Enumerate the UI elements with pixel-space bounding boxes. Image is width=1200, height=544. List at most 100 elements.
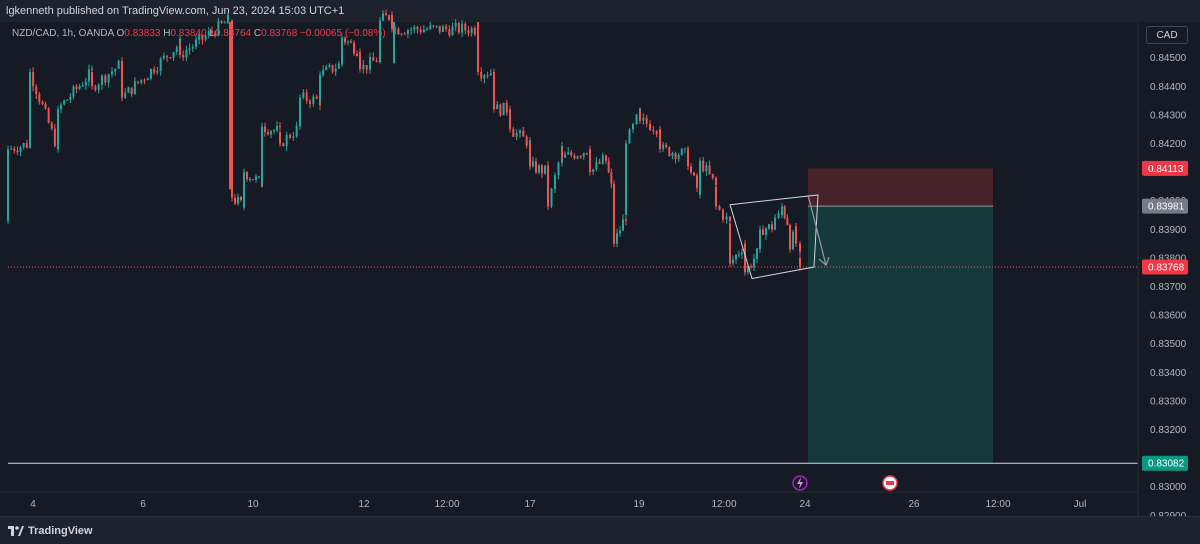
candle-body bbox=[547, 172, 549, 207]
candle-body bbox=[133, 81, 136, 95]
candle-body bbox=[705, 165, 708, 171]
price-tick-label: 0.83400 bbox=[1150, 368, 1187, 379]
candle-body bbox=[744, 243, 746, 273]
candle-body bbox=[550, 188, 553, 207]
candle-body bbox=[445, 26, 448, 30]
price-tick-label: 0.84500 bbox=[1150, 53, 1187, 64]
candle-body bbox=[756, 248, 758, 259]
candle-body bbox=[616, 233, 618, 244]
time-tick-label: 26 bbox=[908, 499, 920, 510]
time-tick-label: 4 bbox=[30, 499, 36, 510]
candle-body bbox=[334, 68, 337, 72]
candle-body bbox=[470, 27, 473, 34]
candle-body bbox=[502, 102, 505, 116]
candle-body bbox=[799, 243, 801, 252]
candle-body bbox=[16, 150, 19, 153]
candle-body bbox=[279, 126, 281, 128]
candle-body bbox=[541, 165, 543, 174]
candle-body bbox=[483, 75, 486, 79]
candle-body bbox=[78, 86, 81, 89]
candle-body bbox=[432, 25, 435, 27]
candle-body bbox=[365, 65, 368, 70]
candle-body bbox=[671, 153, 674, 156]
candle-body bbox=[220, 21, 223, 23]
candle-body bbox=[732, 259, 734, 264]
candle-body bbox=[50, 122, 53, 129]
lightning-event-icon[interactable] bbox=[792, 475, 808, 491]
candle-body bbox=[477, 29, 479, 73]
candle-body bbox=[121, 63, 123, 98]
candle-body bbox=[47, 108, 50, 123]
candle-body bbox=[473, 27, 476, 35]
candle-body bbox=[234, 197, 236, 204]
price-tick-label: 0.84300 bbox=[1150, 110, 1187, 121]
candle-body bbox=[589, 149, 591, 173]
candle-body bbox=[195, 39, 197, 47]
candle-body bbox=[325, 66, 328, 70]
candle-body bbox=[668, 147, 671, 156]
candle-body bbox=[91, 72, 93, 87]
canada-flag-event-icon[interactable] bbox=[882, 475, 898, 491]
tradingview-logo-icon bbox=[8, 526, 24, 536]
candle-body bbox=[22, 143, 25, 148]
candle-body bbox=[789, 229, 791, 250]
candle-body bbox=[655, 131, 658, 135]
candle-body bbox=[104, 75, 107, 83]
price-tick-label: 0.83200 bbox=[1150, 425, 1187, 436]
candle-body bbox=[783, 206, 786, 218]
candle-body bbox=[625, 219, 627, 221]
candle-body bbox=[400, 33, 403, 35]
currency-button[interactable]: CAD bbox=[1146, 26, 1188, 44]
candle-body bbox=[410, 29, 413, 31]
candle-body bbox=[198, 34, 201, 40]
candle-body bbox=[659, 129, 661, 150]
candle-body bbox=[231, 34, 233, 198]
candle-body bbox=[607, 160, 610, 173]
candle-body bbox=[261, 126, 263, 184]
candle-body bbox=[29, 72, 31, 144]
candle-body bbox=[267, 132, 269, 135]
overlay-layer bbox=[8, 168, 1138, 464]
price-tick-label: 0.83900 bbox=[1150, 225, 1187, 236]
candle-body bbox=[270, 131, 272, 135]
candle-body bbox=[422, 29, 425, 33]
candle-body bbox=[356, 53, 358, 56]
candle-body bbox=[413, 26, 416, 30]
candle-body bbox=[101, 75, 103, 85]
candle-body bbox=[598, 162, 601, 164]
candle-body bbox=[38, 94, 41, 102]
candle-body bbox=[662, 144, 665, 150]
candle-body bbox=[426, 29, 429, 31]
candle-body bbox=[258, 176, 260, 178]
candle-body bbox=[240, 196, 242, 201]
brand-label: TradingView bbox=[28, 525, 93, 537]
candle-body bbox=[467, 30, 470, 34]
candle-body bbox=[579, 156, 582, 158]
candle-body bbox=[217, 21, 220, 36]
candle-body bbox=[350, 41, 352, 43]
candle-body bbox=[97, 84, 100, 90]
time-tick-label: 12:00 bbox=[434, 499, 459, 510]
candle-body bbox=[768, 224, 770, 229]
candle-body bbox=[94, 86, 97, 90]
candle-body bbox=[369, 57, 371, 70]
tradingview-logo[interactable]: TradingView bbox=[8, 524, 93, 538]
candle-body bbox=[419, 29, 422, 33]
current-price-badge bbox=[1142, 259, 1188, 275]
candle-body bbox=[480, 72, 483, 79]
candle-body bbox=[729, 223, 731, 264]
ohlc-legend: NZD/CAD, 1h, OANDA O0.83833 H0.83840 L0.… bbox=[12, 28, 386, 39]
candle-body bbox=[595, 162, 598, 170]
candle-body bbox=[359, 51, 361, 70]
candle-body bbox=[379, 20, 381, 58]
candle-body bbox=[799, 257, 801, 268]
candle-body bbox=[252, 179, 254, 181]
low-label: L bbox=[209, 28, 215, 39]
candle-body bbox=[353, 42, 355, 54]
candle-body bbox=[708, 165, 711, 174]
candle-body bbox=[111, 71, 113, 75]
candle-body bbox=[362, 65, 365, 70]
candle-body bbox=[211, 31, 213, 33]
candle-body bbox=[385, 13, 387, 16]
